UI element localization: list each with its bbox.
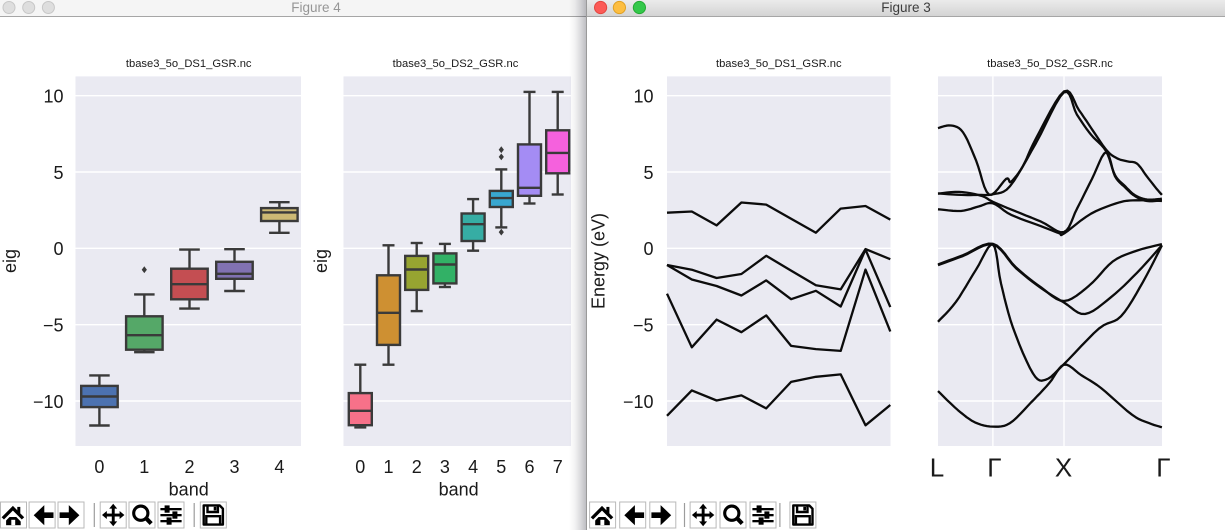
svg-text:tbase3_5o_DS1_GSR.nc: tbase3_5o_DS1_GSR.nc (716, 58, 842, 70)
svg-text:5: 5 (643, 163, 653, 183)
svg-text:2: 2 (412, 457, 422, 477)
svg-text:0: 0 (643, 239, 653, 259)
svg-text:6: 6 (524, 457, 534, 477)
svg-text:−10: −10 (33, 392, 64, 412)
svg-text:tbase3_5o_DS1_GSR.nc: tbase3_5o_DS1_GSR.nc (126, 58, 252, 70)
svg-text:X: X (1055, 453, 1072, 483)
svg-text:L: L (930, 453, 944, 483)
svg-text:−5: −5 (43, 316, 64, 336)
svg-text:0: 0 (94, 457, 104, 477)
svg-text:Γ: Γ (987, 453, 1001, 483)
svg-text:3: 3 (229, 457, 239, 477)
svg-text:tbase3_5o_DS2_GSR.nc: tbase3_5o_DS2_GSR.nc (393, 58, 519, 70)
svg-text:Γ: Γ (1156, 453, 1170, 483)
svg-text:−10: −10 (623, 392, 654, 412)
svg-text:band: band (169, 480, 209, 500)
svg-text:3: 3 (440, 457, 450, 477)
svg-text:2: 2 (184, 457, 194, 477)
svg-text:5: 5 (496, 457, 506, 477)
svg-text:tbase3_5o_DS2_GSR.nc: tbase3_5o_DS2_GSR.nc (987, 58, 1113, 70)
svg-text:4: 4 (468, 457, 478, 477)
svg-text:10: 10 (43, 87, 63, 107)
svg-text:−5: −5 (633, 316, 654, 336)
svg-text:5: 5 (53, 163, 63, 183)
svg-text:0: 0 (355, 457, 365, 477)
svg-text:7: 7 (553, 457, 563, 477)
svg-text:1: 1 (383, 457, 393, 477)
svg-text:0: 0 (53, 239, 63, 259)
svg-text:band: band (439, 480, 479, 500)
svg-text:Energy (eV): Energy (eV) (589, 213, 609, 309)
svg-text:eig: eig (311, 249, 331, 273)
svg-text:10: 10 (633, 87, 653, 107)
svg-text:4: 4 (274, 457, 284, 477)
svg-text:1: 1 (139, 457, 149, 477)
svg-text:eig: eig (0, 249, 20, 273)
